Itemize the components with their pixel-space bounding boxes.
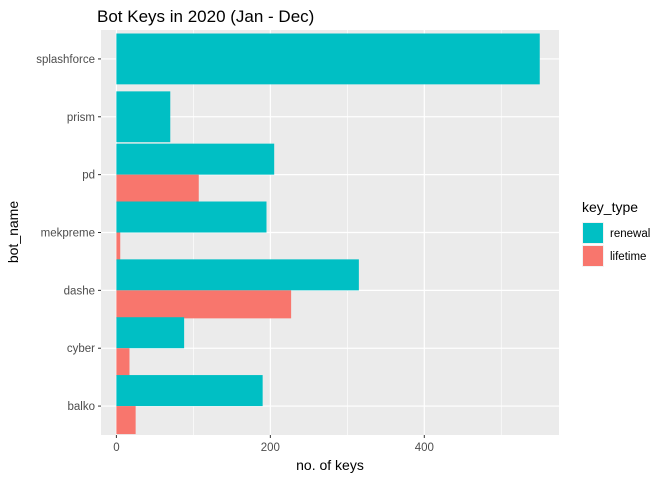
x-axis: 0 200 400 (113, 435, 434, 454)
y-axis: splashforce prism pd mekpreme dashe cyber balk… (36, 54, 101, 413)
y-tick-label: splashforce (36, 54, 95, 66)
legend-label-renewal: renewal (610, 228, 650, 240)
y-tick-label: dashe (64, 285, 95, 297)
bar-lifetime-cyber (116, 348, 130, 377)
bar-renewal-splashforce (116, 33, 540, 85)
y-tick-label: pd (82, 170, 95, 182)
y-tick-label: cyber (67, 343, 95, 355)
y-tick-label: balko (68, 401, 96, 413)
legend-title: key_type (582, 199, 638, 215)
legend-swatch-lifetime (583, 246, 603, 266)
chart-title: Bot Keys in 2020 (Jan - Dec) (97, 7, 314, 26)
bar-lifetime-mekpreme (116, 232, 121, 261)
x-axis-title: no. of keys (296, 457, 364, 473)
x-tick-label: 400 (415, 442, 434, 454)
bar-lifetime-balko (116, 406, 136, 435)
y-tick-label: prism (67, 112, 95, 124)
bar-lifetime-dashe (116, 290, 292, 319)
bars (116, 33, 540, 435)
bar-renewal-mekpreme (116, 201, 267, 233)
legend-swatch-renewal (583, 223, 603, 243)
x-tick-label: 0 (113, 442, 119, 454)
x-tick-label: 200 (261, 442, 280, 454)
bar-renewal-dashe (116, 259, 359, 291)
bar-renewal-prism (116, 91, 171, 143)
bar-lifetime-pd (116, 174, 199, 203)
y-axis-title: bot_name (5, 201, 21, 263)
bar-renewal-cyber (116, 317, 185, 349)
legend-label-lifetime: lifetime (610, 251, 646, 263)
bar-renewal-balko (116, 375, 263, 407)
legend: key_type renewal lifetime (582, 199, 650, 267)
bar-renewal-pd (116, 143, 275, 175)
y-tick-label: mekpreme (41, 228, 95, 240)
